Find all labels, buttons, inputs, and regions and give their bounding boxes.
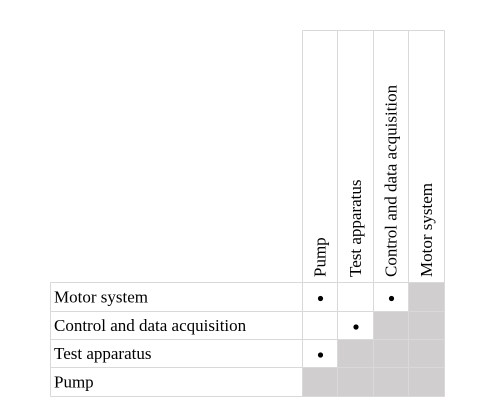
column-label-test-apparatus: Test apparatus <box>346 180 365 277</box>
row-label-test-apparatus: Test apparatus <box>54 344 151 363</box>
shaded-cell <box>408 367 444 396</box>
interaction-marks <box>317 295 395 358</box>
shaded-cell <box>337 367 373 396</box>
shaded-cell <box>408 282 444 311</box>
column-label-pump: Pump <box>311 237 330 277</box>
mark-control-and-data-acquisition-test-apparatus <box>353 324 359 330</box>
shaded-cell <box>373 339 408 367</box>
shaded-cell <box>302 367 337 396</box>
row-label-pump: Pump <box>54 373 94 392</box>
column-labels: Pump Test apparatus Control and data acq… <box>311 84 437 277</box>
row-label-motor-system: Motor system <box>54 288 148 307</box>
mark-motor-system-control-and-data-acquisition <box>388 295 395 302</box>
shaded-cell <box>408 311 444 339</box>
column-label-control-and-data-acquisition: Control and data acquisition <box>382 84 401 277</box>
shaded-cell <box>408 339 444 367</box>
row-label-control-and-data-acquisition: Control and data acquisition <box>54 316 247 335</box>
row-labels: Motor system Control and data acquisitio… <box>54 288 247 392</box>
shaded-cell <box>373 311 408 339</box>
mark-test-apparatus-pump <box>317 352 324 358</box>
grid-lines <box>50 30 445 397</box>
shaded-cells <box>302 282 444 396</box>
shaded-cell <box>373 367 408 396</box>
mark-motor-system-pump <box>317 295 324 302</box>
shaded-cell <box>337 339 373 367</box>
column-label-motor-system: Motor system <box>417 183 436 277</box>
